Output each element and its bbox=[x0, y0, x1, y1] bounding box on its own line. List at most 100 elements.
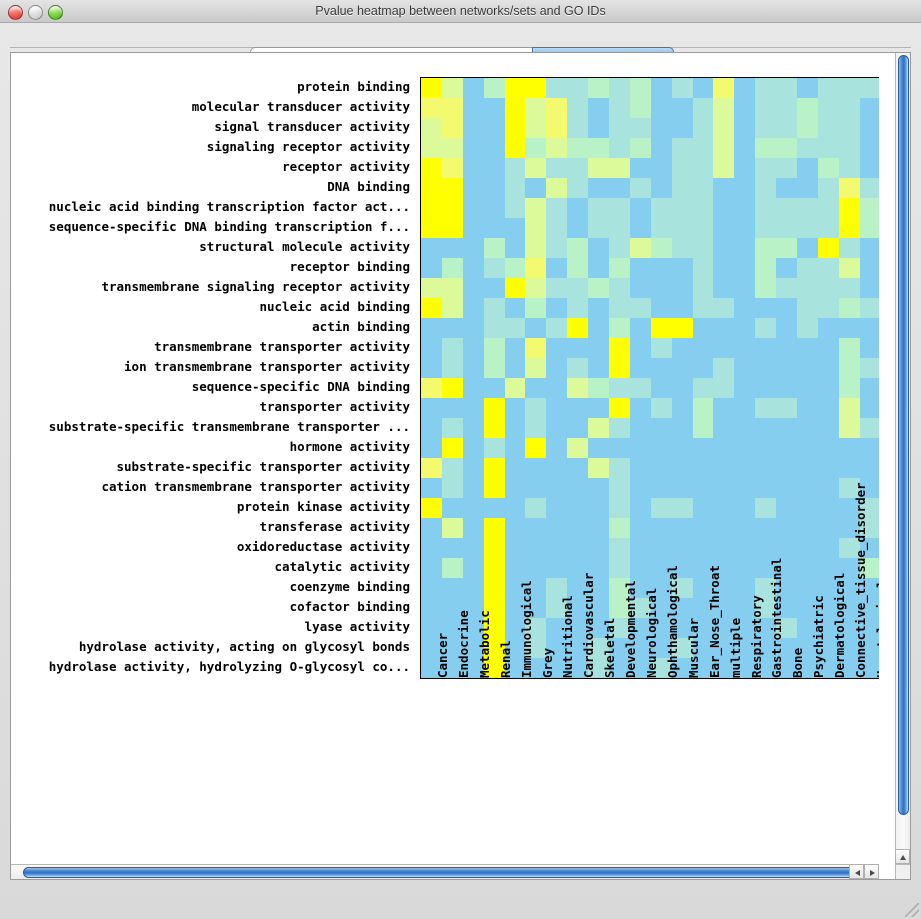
heatmap-cell[interactable] bbox=[546, 598, 568, 618]
heatmap-cell[interactable] bbox=[525, 438, 547, 458]
heatmap-cell[interactable] bbox=[650, 538, 672, 558]
heatmap-cell[interactable] bbox=[776, 538, 798, 558]
heatmap-cell[interactable] bbox=[692, 558, 714, 578]
heatmap-cell[interactable] bbox=[859, 438, 879, 458]
heatmap-cell[interactable] bbox=[546, 98, 568, 118]
heatmap-cell[interactable] bbox=[546, 358, 568, 378]
heatmap-cell[interactable] bbox=[650, 338, 672, 358]
heatmap-cell[interactable] bbox=[838, 638, 860, 658]
heatmap-cell[interactable] bbox=[609, 658, 630, 678]
heatmap-cell[interactable] bbox=[755, 658, 777, 678]
heatmap-cell[interactable] bbox=[776, 98, 798, 118]
heatmap-cell[interactable] bbox=[650, 138, 672, 158]
heatmap-cell[interactable] bbox=[797, 238, 818, 258]
heatmap-cell[interactable] bbox=[650, 638, 672, 658]
heatmap-cell[interactable] bbox=[797, 598, 818, 618]
heatmap-cell[interactable] bbox=[776, 618, 798, 638]
heatmap-cell[interactable] bbox=[525, 278, 547, 298]
heatmap-cell[interactable] bbox=[650, 78, 672, 98]
heatmap-cell[interactable] bbox=[692, 298, 714, 318]
heatmap-cell[interactable] bbox=[567, 78, 589, 98]
heatmap-cell[interactable] bbox=[776, 278, 798, 298]
heatmap-cell[interactable] bbox=[692, 218, 714, 238]
heatmap-cell[interactable] bbox=[692, 518, 714, 538]
vertical-scrollbar-thumb[interactable] bbox=[898, 55, 909, 815]
vertical-scrollbar[interactable] bbox=[895, 53, 910, 864]
heatmap-cell[interactable] bbox=[483, 338, 505, 358]
heatmap-cell[interactable] bbox=[483, 398, 505, 418]
heatmap-cell[interactable] bbox=[421, 138, 442, 158]
heatmap-cell[interactable] bbox=[838, 278, 860, 298]
heatmap-cell[interactable] bbox=[421, 178, 442, 198]
heatmap-cell[interactable] bbox=[588, 658, 610, 678]
heatmap-cell[interactable] bbox=[609, 158, 630, 178]
heatmap-cell[interactable] bbox=[441, 198, 463, 218]
heatmap-cell[interactable] bbox=[462, 98, 484, 118]
heatmap-cell[interactable] bbox=[713, 558, 735, 578]
heatmap-cell[interactable] bbox=[692, 358, 714, 378]
heatmap-cell[interactable] bbox=[629, 378, 651, 398]
heatmap-cell[interactable] bbox=[671, 278, 693, 298]
heatmap-cell[interactable] bbox=[776, 398, 798, 418]
heatmap-cell[interactable] bbox=[504, 118, 526, 138]
heatmap-cell[interactable] bbox=[859, 558, 879, 578]
heatmap-cell[interactable] bbox=[713, 598, 735, 618]
heatmap-cell[interactable] bbox=[588, 558, 610, 578]
heatmap-cell[interactable] bbox=[441, 658, 463, 678]
heatmap-cell[interactable] bbox=[650, 158, 672, 178]
heatmap-cell[interactable] bbox=[797, 518, 818, 538]
heatmap-cell[interactable] bbox=[609, 278, 630, 298]
heatmap-cell[interactable] bbox=[567, 538, 589, 558]
heatmap-cell[interactable] bbox=[692, 78, 714, 98]
heatmap-cell[interactable] bbox=[609, 538, 630, 558]
heatmap-cell[interactable] bbox=[629, 638, 651, 658]
heatmap-cell[interactable] bbox=[504, 298, 526, 318]
heatmap-cell[interactable] bbox=[462, 338, 484, 358]
heatmap-cell[interactable] bbox=[838, 98, 860, 118]
heatmap-cell[interactable] bbox=[776, 338, 798, 358]
heatmap-cell[interactable] bbox=[650, 318, 672, 338]
heatmap-cell[interactable] bbox=[567, 318, 589, 338]
heatmap-cell[interactable] bbox=[504, 218, 526, 238]
heatmap-cell[interactable] bbox=[817, 98, 839, 118]
heatmap-cell[interactable] bbox=[525, 298, 547, 318]
heatmap-cell[interactable] bbox=[546, 218, 568, 238]
heatmap-cell[interactable] bbox=[650, 478, 672, 498]
heatmap-cell[interactable] bbox=[817, 658, 839, 678]
heatmap-cell[interactable] bbox=[692, 658, 714, 678]
heatmap-cell[interactable] bbox=[525, 618, 547, 638]
heatmap-cell[interactable] bbox=[525, 578, 547, 598]
heatmap-cell[interactable] bbox=[567, 338, 589, 358]
heatmap-cell[interactable] bbox=[776, 418, 798, 438]
heatmap-cell[interactable] bbox=[755, 498, 777, 518]
heatmap-cell[interactable] bbox=[859, 578, 879, 598]
heatmap-cell[interactable] bbox=[713, 478, 735, 498]
heatmap-cell[interactable] bbox=[838, 258, 860, 278]
heatmap-cell[interactable] bbox=[671, 98, 693, 118]
heatmap-cell[interactable] bbox=[859, 498, 879, 518]
heatmap-cell[interactable] bbox=[567, 278, 589, 298]
heatmap-cell[interactable] bbox=[609, 198, 630, 218]
heatmap-cell[interactable] bbox=[713, 138, 735, 158]
heatmap-cell[interactable] bbox=[797, 418, 818, 438]
heatmap-cell[interactable] bbox=[692, 118, 714, 138]
heatmap-cell[interactable] bbox=[797, 98, 818, 118]
heatmap-cell[interactable] bbox=[588, 318, 610, 338]
heatmap-cell[interactable] bbox=[734, 398, 756, 418]
heatmap-cell[interactable] bbox=[609, 118, 630, 138]
heatmap-cell[interactable] bbox=[776, 298, 798, 318]
heatmap-cell[interactable] bbox=[838, 138, 860, 158]
heatmap-cell[interactable] bbox=[504, 178, 526, 198]
heatmap-cell[interactable] bbox=[421, 518, 442, 538]
heatmap-cell[interactable] bbox=[525, 458, 547, 478]
heatmap-cell[interactable] bbox=[421, 298, 442, 318]
heatmap-cell[interactable] bbox=[797, 78, 818, 98]
heatmap-cell[interactable] bbox=[441, 318, 463, 338]
heatmap-cell[interactable] bbox=[504, 618, 526, 638]
heatmap-cell[interactable] bbox=[797, 498, 818, 518]
heatmap-cell[interactable] bbox=[441, 298, 463, 318]
heatmap-cell[interactable] bbox=[609, 638, 630, 658]
heatmap-cell[interactable] bbox=[734, 438, 756, 458]
heatmap-cell[interactable] bbox=[483, 198, 505, 218]
heatmap-cell[interactable] bbox=[797, 258, 818, 278]
